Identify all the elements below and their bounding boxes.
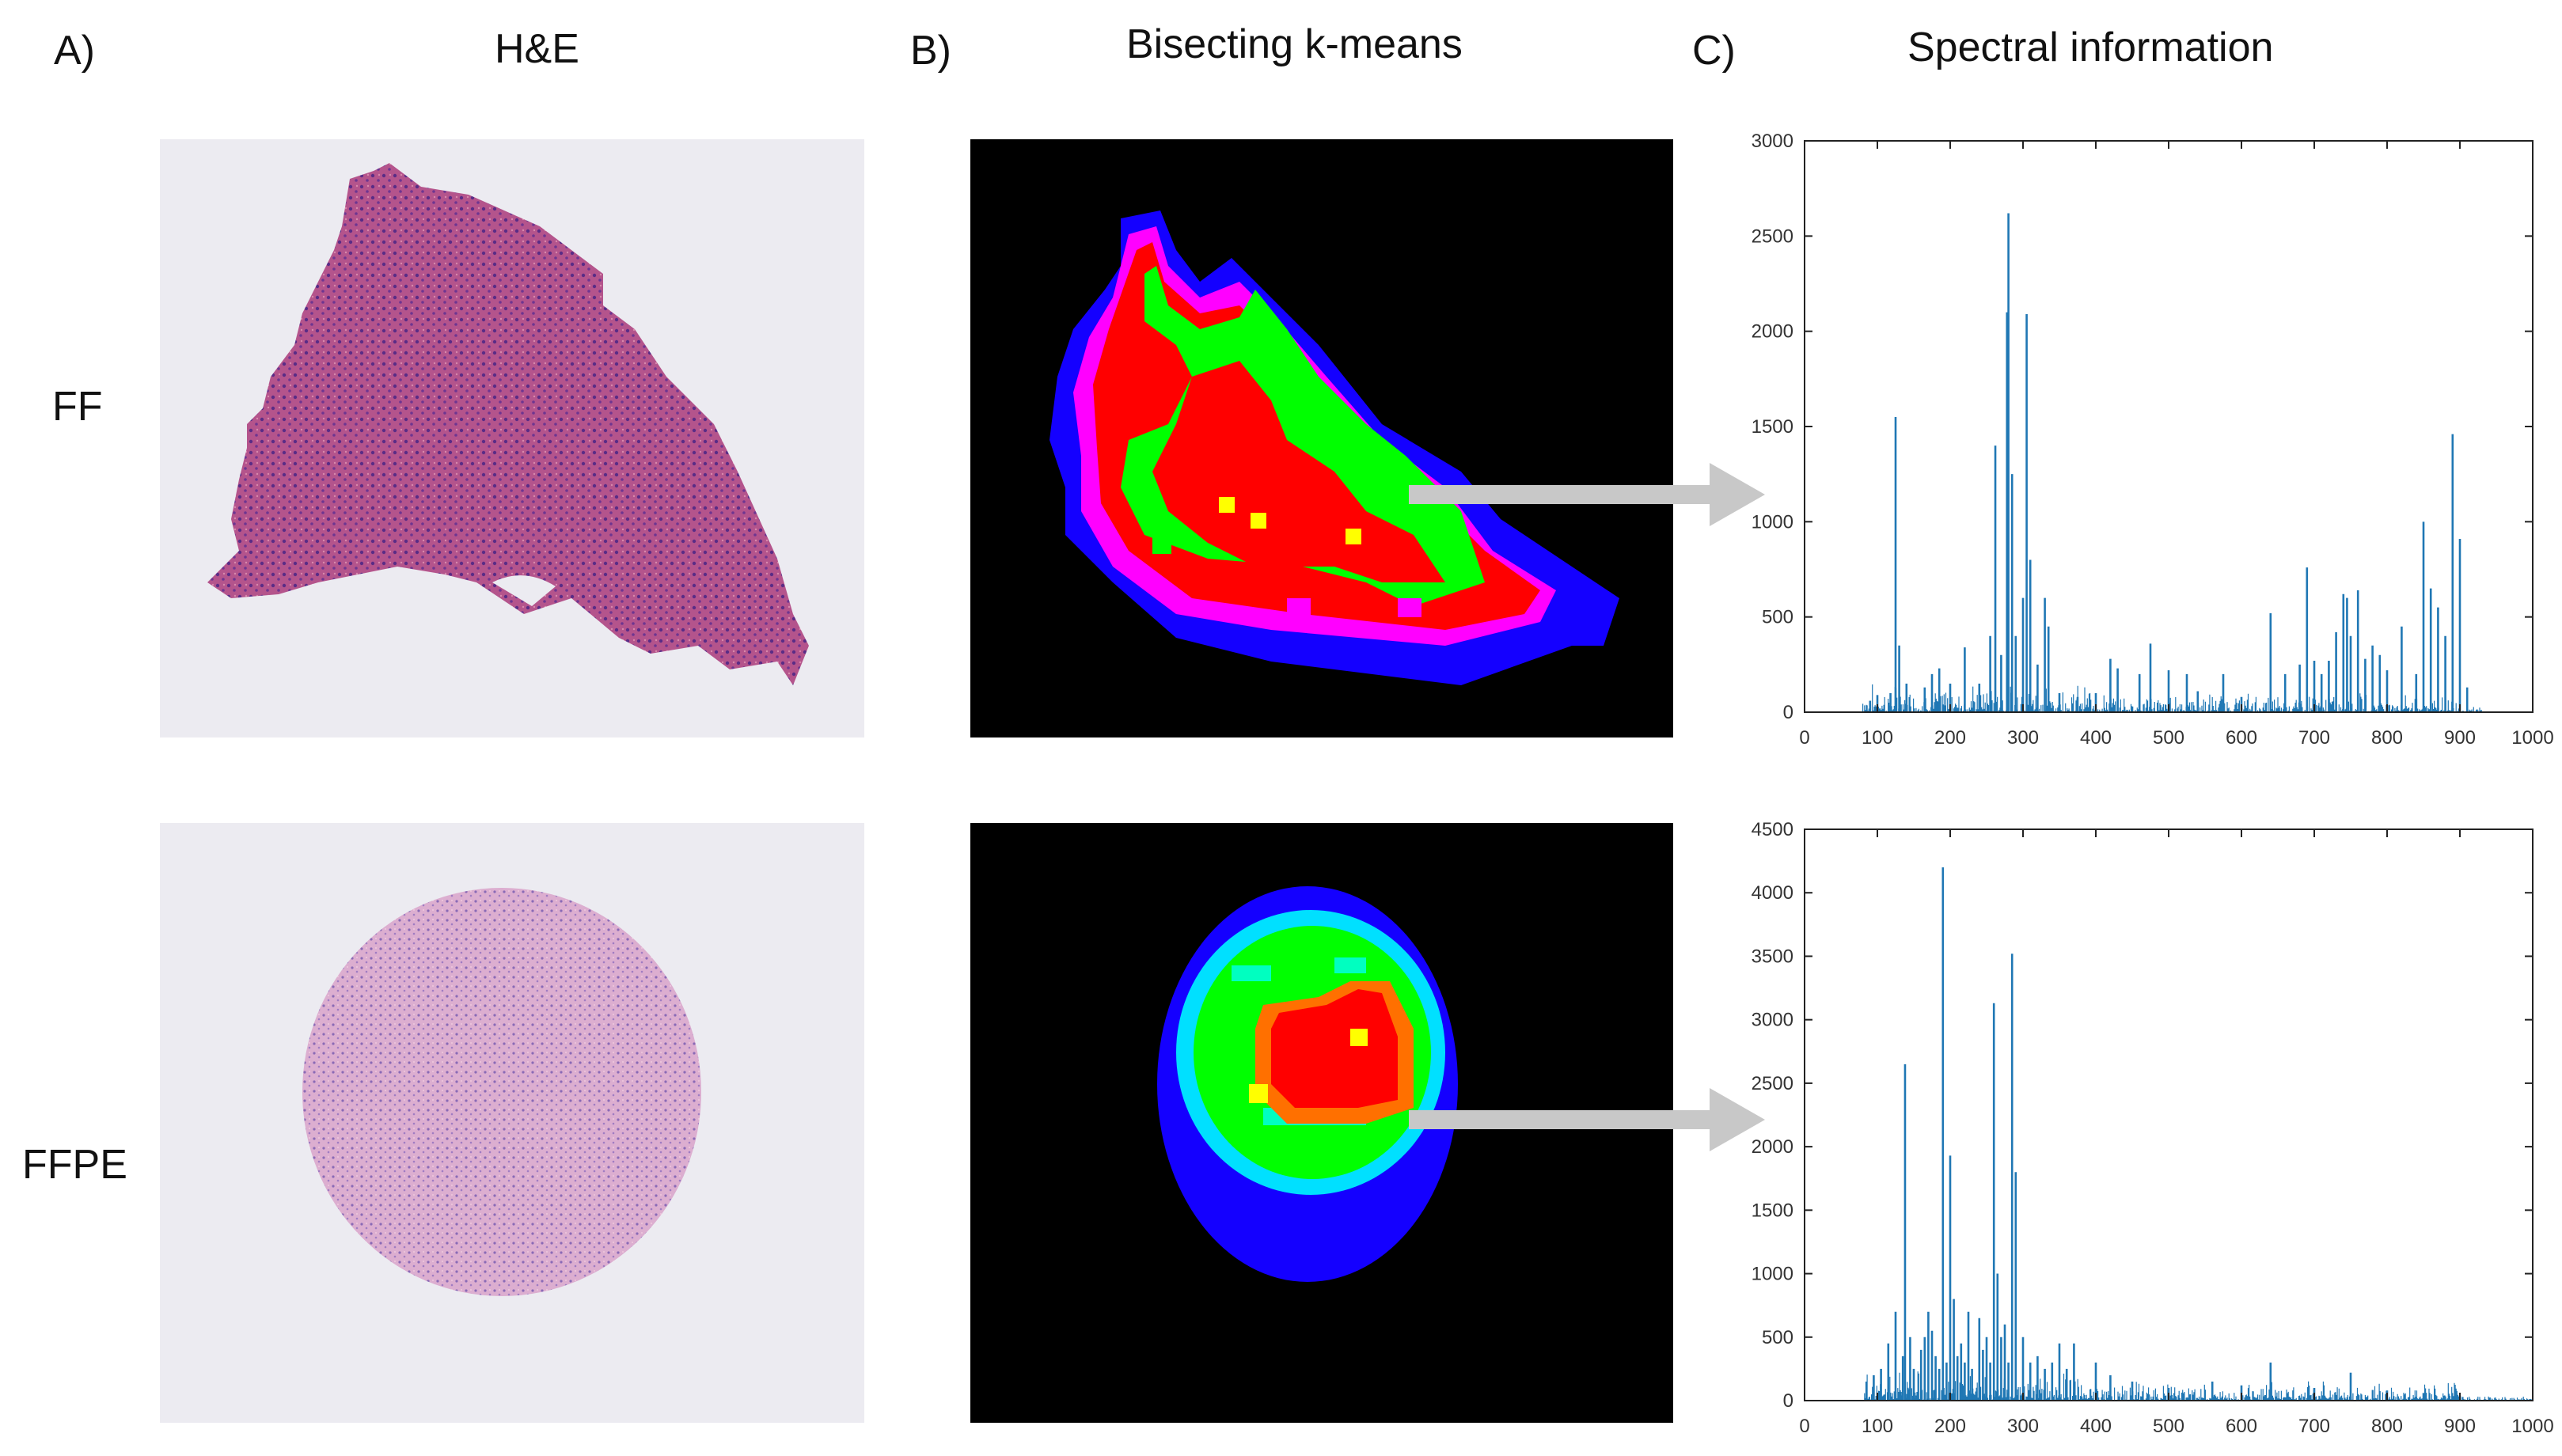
- panel-c-title: Spectral information: [1907, 25, 2274, 70]
- y-tick-label: 1500: [1752, 416, 1793, 438]
- y-tick-label: 0: [1783, 702, 1793, 723]
- panel-c-letter: C): [1692, 28, 1736, 74]
- x-tick-label: 900: [2444, 727, 2476, 749]
- x-tick-label: 300: [2007, 727, 2039, 749]
- x-tick-label: 1000: [2511, 727, 2553, 749]
- x-tick-label: 700: [2298, 1416, 2330, 1437]
- y-tick-label: 500: [1762, 1327, 1793, 1348]
- plot-frame: [1804, 828, 2534, 1401]
- y-tick-label: 2500: [1752, 226, 1793, 247]
- x-tick-label: 600: [2226, 1416, 2257, 1437]
- y-tick-label: 2000: [1752, 1136, 1793, 1158]
- row-label-ffpe: FFPE: [22, 1142, 127, 1188]
- x-tick-label: 600: [2226, 727, 2257, 749]
- x-tick-label: 800: [2371, 727, 2403, 749]
- y-tick-label: 3500: [1752, 946, 1793, 967]
- spectrum-noise: [1862, 1371, 2533, 1401]
- x-tick-label: 700: [2298, 727, 2330, 749]
- y-tick-label: 1000: [1752, 1264, 1793, 1285]
- x-tick-label: 100: [1862, 1416, 1893, 1437]
- kmeans-map-ff: [970, 139, 1673, 737]
- x-tick-label: 400: [2080, 1416, 2112, 1437]
- y-tick-label: 3000: [1752, 1010, 1793, 1031]
- kmeans-map-ffpe: [970, 823, 1673, 1423]
- spectrum-baseline: [1862, 684, 2482, 712]
- x-tick-label: 900: [2444, 1416, 2476, 1437]
- panel-a-title: H&E: [495, 26, 579, 72]
- panel-a-letter: A): [54, 28, 95, 74]
- he-tissue-ffpe: [302, 888, 701, 1296]
- kmeans-clusters-ff: [1049, 210, 1619, 685]
- y-tick-label: 4500: [1752, 819, 1793, 840]
- x-tick-label: 0: [1799, 1416, 1809, 1437]
- x-tick-label: 400: [2080, 727, 2112, 749]
- spectrum-noise: [1862, 684, 2482, 712]
- row-label-ff: FF: [52, 384, 103, 430]
- y-tick-label: 2500: [1752, 1073, 1793, 1094]
- he-image-ff: [160, 139, 864, 737]
- y-tick-label: 0: [1783, 1390, 1793, 1412]
- y-tick-label: 1000: [1752, 511, 1793, 533]
- y-tick-label: 4000: [1752, 882, 1793, 904]
- x-tick-label: 200: [1934, 1416, 1966, 1437]
- panel-b-title: Bisecting k-means: [1126, 21, 1463, 67]
- y-tick-label: 1500: [1752, 1200, 1793, 1221]
- arrow-ffpe: [1409, 1088, 1765, 1151]
- x-tick-label: 1000: [2511, 1416, 2553, 1437]
- x-tick-label: 500: [2153, 727, 2184, 749]
- x-tick-label: 800: [2371, 1416, 2403, 1437]
- x-tick-label: 500: [2153, 1416, 2184, 1437]
- y-tick-label: 3000: [1752, 131, 1793, 152]
- spectrum-chart-ff: 0 100 200 300 400 500 600 700 800 900 1000 0 500 1000…: [1752, 131, 2554, 749]
- x-tick-label: 0: [1799, 727, 1809, 749]
- x-tick-label: 200: [1934, 727, 1966, 749]
- x-tick-label: 100: [1862, 727, 1893, 749]
- he-tissue-ff: [207, 163, 809, 685]
- x-tick-label: 300: [2007, 1416, 2039, 1437]
- arrow-ff: [1409, 463, 1765, 526]
- y-tick-label: 500: [1762, 607, 1793, 628]
- panel-b-letter: B): [910, 28, 951, 74]
- he-image-ffpe: [160, 823, 864, 1423]
- y-tick-label: 2000: [1752, 321, 1793, 343]
- kmeans-clusters-ffpe: [1157, 886, 1458, 1282]
- spectrum-chart-ffpe: 0 100 200 300 400 500 600 700 800 900 1000 0 500 1000…: [1752, 819, 2554, 1437]
- spectrum-baseline: [1862, 1371, 2533, 1401]
